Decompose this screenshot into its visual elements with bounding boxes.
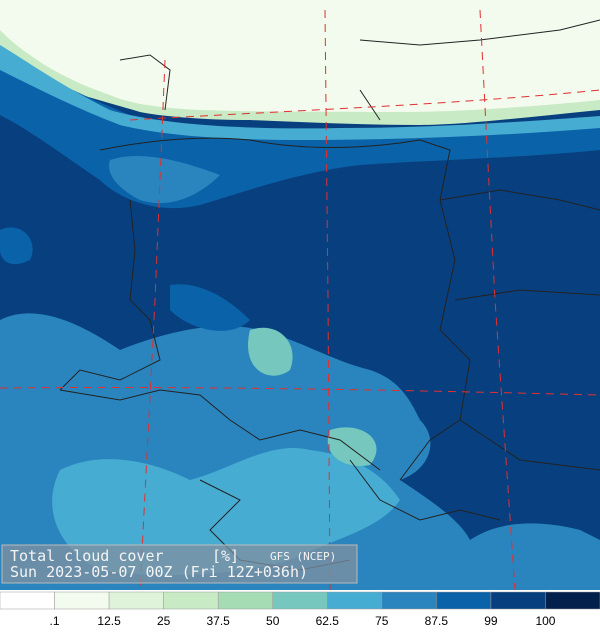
legend-swatch (163, 591, 219, 610)
legend-label: 12.5 (97, 614, 121, 628)
graticule (0, 9, 600, 591)
legend-label: .1 (50, 614, 60, 628)
info-box: Total cloud cover [%] GFS (NCEP) Sun 202… (1, 544, 358, 584)
cloud-spot (248, 327, 377, 466)
variable: Total cloud cover (10, 547, 164, 565)
source: GFS (NCEP) (270, 550, 336, 563)
legend-label: 75 (375, 614, 389, 628)
legend-swatch (436, 591, 492, 610)
legend-label: 50 (266, 614, 280, 628)
borders (59, 19, 600, 571)
legend-swatch (0, 591, 55, 610)
legend-swatch (327, 591, 383, 610)
info-background (1, 544, 358, 584)
legend-swatch (54, 591, 110, 610)
legend-swatch (381, 591, 437, 610)
cloud-spot (0, 227, 250, 331)
cloud-edge-light (0, 45, 600, 140)
legend-swatch (545, 591, 600, 610)
legend: .1 12.5 25 37.5 50 62.5 75 87.5 99 100 (0, 590, 600, 640)
legend-swatch (490, 591, 546, 610)
map (0, 0, 600, 591)
legend-label: 25 (157, 614, 171, 628)
valid-time: Sun 2023-05-07 00Z (Fri 12Z+036h) (10, 563, 308, 581)
legend-label: 100 (535, 614, 555, 628)
legend-label: 37.5 (207, 614, 231, 628)
legend-swatch (108, 591, 164, 610)
cloud-south-light (52, 447, 401, 576)
legend-swatch (217, 591, 273, 610)
legend-label: 62.5 (316, 614, 340, 628)
legend-swatch (272, 591, 328, 610)
cloud-clear (0, 0, 600, 112)
cloud-patch (109, 155, 220, 204)
unit: [%] (212, 547, 239, 565)
legend-label: 87.5 (425, 614, 449, 628)
legend-label: 99 (484, 614, 498, 628)
